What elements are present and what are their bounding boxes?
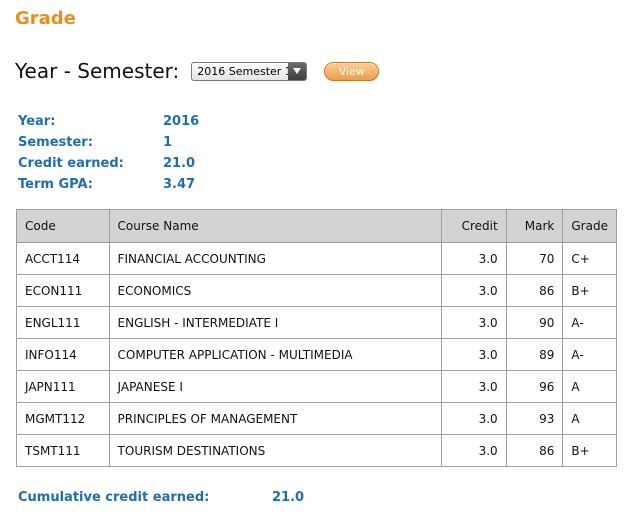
course-mark: 89 xyxy=(505,338,564,371)
course-name: COMPUTER APPLICATION - MULTIMEDIA xyxy=(108,338,443,371)
term-summary: Year: 2016 Semester: 1 Credit earned: 21… xyxy=(18,111,199,195)
summary-label: Year: xyxy=(18,114,56,129)
summary-row-credit-earned: Credit earned: 21.0 xyxy=(18,153,199,174)
table-row: JAPN111 JAPANESE I 3.0 96 A xyxy=(16,370,617,403)
summary-row-semester: Semester: 1 xyxy=(18,132,199,153)
table-row: INFO114 COMPUTER APPLICATION - MULTIMEDI… xyxy=(16,338,617,371)
course-mark: 70 xyxy=(505,242,564,275)
course-name: ECONOMICS xyxy=(108,274,443,307)
course-grade: A- xyxy=(562,306,617,339)
semester-select[interactable]: 2016 Semester 1 xyxy=(191,61,308,81)
course-mark: 86 xyxy=(505,434,564,467)
course-grade: A xyxy=(562,402,617,435)
cumulative-credit-value: 21.0 xyxy=(272,490,305,505)
summary-label: Semester: xyxy=(18,135,93,150)
semester-select-value: 2016 Semester 1 xyxy=(197,64,292,78)
course-credit: 3.0 xyxy=(441,306,507,339)
column-header-credit: Credit xyxy=(441,209,507,243)
summary-value: 2016 xyxy=(163,114,200,129)
semester-selector-row: Year - Semester: 2016 Semester 1 View xyxy=(15,56,380,86)
course-grade: A xyxy=(562,370,617,403)
course-code: TSMT111 xyxy=(16,434,110,467)
summary-label: Credit earned: xyxy=(18,156,124,171)
column-header-course-name: Course Name xyxy=(108,209,443,243)
column-header-code: Code xyxy=(16,209,110,243)
course-credit: 3.0 xyxy=(441,274,507,307)
grades-table: Code Course Name Credit Mark Grade ACCT1… xyxy=(16,209,617,467)
course-code: MGMT112 xyxy=(16,402,110,435)
summary-value: 21.0 xyxy=(163,156,196,171)
course-name: TOURISM DESTINATIONS xyxy=(108,434,443,467)
course-mark: 93 xyxy=(505,402,564,435)
table-row: ECON111 ECONOMICS 3.0 86 B+ xyxy=(16,274,617,307)
course-code: INFO114 xyxy=(16,338,110,371)
course-code: ENGL111 xyxy=(16,306,110,339)
course-grade: C+ xyxy=(562,242,617,275)
summary-row-year: Year: 2016 xyxy=(18,111,199,132)
course-name: JAPANESE I xyxy=(108,370,443,403)
cumulative-credit-label: Cumulative credit earned: xyxy=(18,490,210,505)
course-credit: 3.0 xyxy=(441,242,507,275)
table-row: MGMT112 PRINCIPLES OF MANAGEMENT 3.0 93 … xyxy=(16,402,617,435)
table-row: TSMT111 TOURISM DESTINATIONS 3.0 86 B+ xyxy=(16,434,617,467)
course-name: ENGLISH - INTERMEDIATE I xyxy=(108,306,443,339)
selector-label: Year - Semester: xyxy=(15,59,180,83)
course-name: PRINCIPLES OF MANAGEMENT xyxy=(108,402,443,435)
course-code: JAPN111 xyxy=(16,370,110,403)
course-grade: A- xyxy=(562,338,617,371)
column-header-mark: Mark xyxy=(505,209,564,243)
view-button[interactable]: View xyxy=(324,61,380,81)
cumulative-credit: Cumulative credit earned: 21.0 xyxy=(18,490,304,505)
summary-value: 3.47 xyxy=(163,177,196,192)
course-name: FINANCIAL ACCOUNTING xyxy=(108,242,443,275)
page-title: Grade xyxy=(15,8,76,29)
column-header-grade: Grade xyxy=(562,209,617,243)
course-mark: 86 xyxy=(505,274,564,307)
course-credit: 3.0 xyxy=(441,370,507,403)
summary-row-term-gpa: Term GPA: 3.47 xyxy=(18,174,199,195)
course-grade: B+ xyxy=(562,274,617,307)
course-mark: 90 xyxy=(505,306,564,339)
course-code: ACCT114 xyxy=(16,242,110,275)
course-credit: 3.0 xyxy=(441,338,507,371)
course-grade: B+ xyxy=(562,434,617,467)
table-row: ENGL111 ENGLISH - INTERMEDIATE I 3.0 90 … xyxy=(16,306,617,339)
course-credit: 3.0 xyxy=(441,434,507,467)
summary-value: 1 xyxy=(163,135,173,150)
course-mark: 96 xyxy=(505,370,564,403)
table-header-row: Code Course Name Credit Mark Grade xyxy=(16,209,617,243)
chevron-down-icon xyxy=(288,62,307,80)
course-credit: 3.0 xyxy=(441,402,507,435)
summary-label: Term GPA: xyxy=(18,177,93,192)
table-row: ACCT114 FINANCIAL ACCOUNTING 3.0 70 C+ xyxy=(16,242,617,275)
course-code: ECON111 xyxy=(16,274,110,307)
